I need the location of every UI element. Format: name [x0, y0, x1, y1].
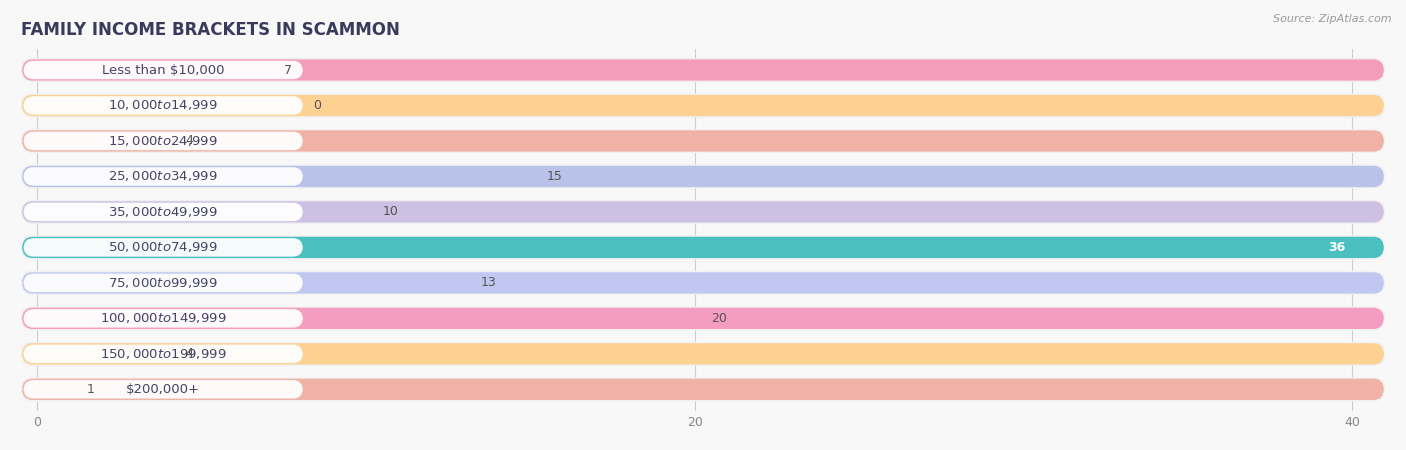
FancyBboxPatch shape [24, 238, 302, 256]
FancyBboxPatch shape [22, 130, 1384, 152]
FancyBboxPatch shape [21, 306, 1385, 330]
FancyBboxPatch shape [21, 94, 1385, 117]
FancyBboxPatch shape [21, 271, 1385, 295]
Text: 15: 15 [547, 170, 562, 183]
Text: 10: 10 [382, 206, 398, 218]
Text: 0: 0 [312, 99, 321, 112]
FancyBboxPatch shape [22, 343, 1384, 365]
Text: 7: 7 [284, 63, 292, 76]
Text: $100,000 to $149,999: $100,000 to $149,999 [100, 311, 226, 325]
FancyBboxPatch shape [21, 164, 1385, 189]
Text: 1: 1 [87, 383, 94, 396]
Text: $75,000 to $99,999: $75,000 to $99,999 [108, 276, 218, 290]
FancyBboxPatch shape [21, 377, 1385, 401]
FancyBboxPatch shape [21, 58, 1385, 82]
FancyBboxPatch shape [24, 345, 302, 363]
FancyBboxPatch shape [22, 95, 1384, 116]
Text: 4: 4 [186, 347, 193, 360]
FancyBboxPatch shape [22, 308, 1384, 329]
Text: 36: 36 [1329, 241, 1346, 254]
FancyBboxPatch shape [24, 167, 302, 186]
FancyBboxPatch shape [22, 272, 1384, 293]
FancyBboxPatch shape [21, 235, 1385, 260]
Text: $25,000 to $34,999: $25,000 to $34,999 [108, 170, 218, 184]
Text: FAMILY INCOME BRACKETS IN SCAMMON: FAMILY INCOME BRACKETS IN SCAMMON [21, 21, 399, 39]
FancyBboxPatch shape [24, 309, 302, 328]
Text: Less than $10,000: Less than $10,000 [101, 63, 225, 76]
FancyBboxPatch shape [24, 61, 302, 79]
Text: $15,000 to $24,999: $15,000 to $24,999 [108, 134, 218, 148]
Text: $50,000 to $74,999: $50,000 to $74,999 [108, 240, 218, 254]
FancyBboxPatch shape [22, 59, 1384, 81]
FancyBboxPatch shape [22, 379, 1384, 400]
FancyBboxPatch shape [21, 342, 1385, 366]
Text: $10,000 to $14,999: $10,000 to $14,999 [108, 99, 218, 112]
Text: 4: 4 [186, 135, 193, 148]
Text: 13: 13 [481, 276, 496, 289]
Text: $35,000 to $49,999: $35,000 to $49,999 [108, 205, 218, 219]
FancyBboxPatch shape [22, 237, 1384, 258]
Text: $200,000+: $200,000+ [127, 383, 200, 396]
FancyBboxPatch shape [24, 132, 302, 150]
FancyBboxPatch shape [24, 380, 302, 399]
FancyBboxPatch shape [22, 166, 1384, 187]
Text: Source: ZipAtlas.com: Source: ZipAtlas.com [1274, 14, 1392, 23]
FancyBboxPatch shape [22, 201, 1384, 223]
FancyBboxPatch shape [24, 274, 302, 292]
FancyBboxPatch shape [21, 200, 1385, 224]
FancyBboxPatch shape [21, 129, 1385, 153]
Text: $150,000 to $199,999: $150,000 to $199,999 [100, 347, 226, 361]
FancyBboxPatch shape [24, 202, 302, 221]
FancyBboxPatch shape [24, 96, 302, 115]
Text: 20: 20 [711, 312, 727, 325]
